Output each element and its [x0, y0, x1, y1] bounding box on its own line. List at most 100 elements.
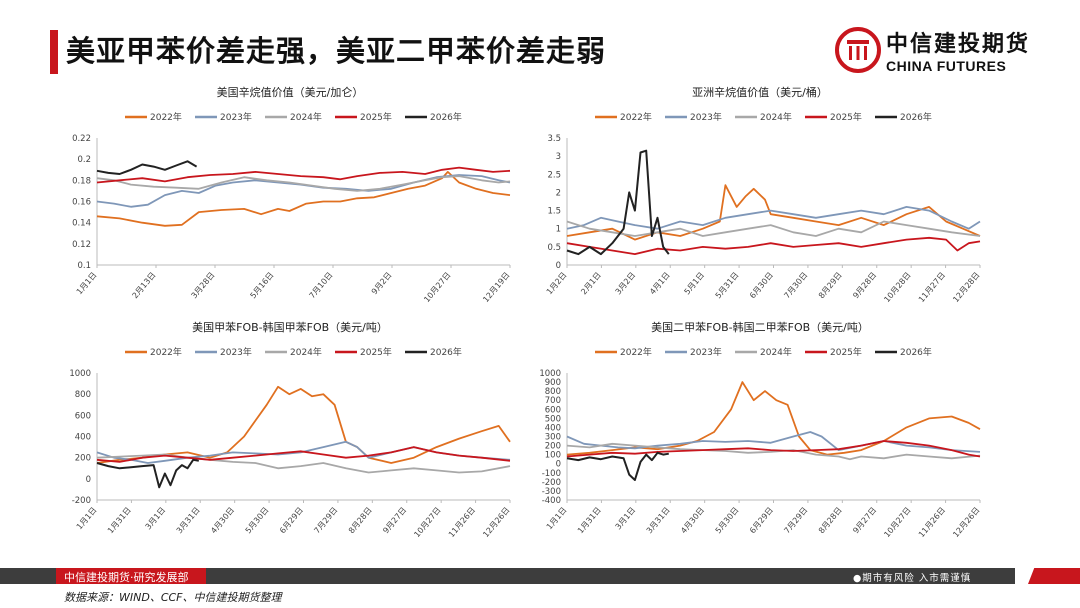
china-futures-logo-icon — [835, 27, 881, 73]
y-tick-label: 0.16 — [72, 198, 91, 208]
x-tick-label: 3月31日 — [645, 506, 672, 536]
y-tick-label: 1000 — [69, 369, 91, 379]
y-tick-label: 400 — [75, 433, 91, 443]
page-title: 美亚甲苯价差走强，美亚二甲苯价差走弱 — [66, 34, 607, 68]
chart-title: 美国二甲苯FOB-韩国二甲苯FOB（美元/吨） — [651, 320, 869, 334]
legend-label: 2023年 — [220, 346, 252, 358]
series-line-2022 — [566, 381, 981, 456]
y-tick-label: 3.5 — [547, 134, 561, 144]
series-line-2022 — [96, 171, 511, 227]
y-tick-label: 1000 — [539, 369, 561, 379]
x-tick-label: 3月31日 — [175, 506, 202, 536]
y-tick-label: 0.1 — [77, 261, 91, 271]
series-line-2025 — [566, 440, 981, 458]
title-accent-bar — [50, 30, 58, 74]
y-tick-label: 3 — [556, 152, 561, 162]
series-line-2025 — [96, 166, 511, 184]
x-tick-label: 1月2日 — [545, 271, 569, 297]
legend-label: 2026年 — [900, 111, 932, 123]
x-tick-label: 5月30日 — [714, 506, 741, 536]
y-tick-label: 0.22 — [72, 134, 91, 144]
x-tick-label: 1月1日 — [75, 506, 99, 532]
x-tick-label: 11月26日 — [917, 506, 947, 540]
x-tick-label: 6月30日 — [748, 271, 775, 301]
x-tick-label: 9月2日 — [370, 271, 394, 297]
y-tick-label: 0 — [556, 261, 561, 271]
y-tick-label: 800 — [75, 390, 91, 400]
x-tick-label: 10月27日 — [422, 271, 452, 305]
legend-label: 2024年 — [290, 346, 322, 358]
y-tick-label: -100 — [542, 469, 561, 479]
y-tick-label: 0.2 — [77, 155, 91, 165]
y-tick-label: 500 — [545, 414, 561, 424]
x-tick-label: 1月31日 — [106, 506, 133, 536]
logo-chinese-text: 中信建投期货 — [886, 32, 1031, 57]
x-tick-label: 6月29日 — [278, 506, 305, 536]
x-tick-label: 4月30日 — [209, 506, 236, 536]
legend-label: 2026年 — [430, 111, 462, 123]
series-line-2025 — [96, 446, 511, 463]
legend-label: 2025年 — [360, 346, 392, 358]
x-tick-label: 12月28日 — [951, 271, 981, 305]
legend-label: 2022年 — [620, 346, 652, 358]
x-tick-label: 7月30日 — [782, 271, 809, 301]
legend-label: 2025年 — [830, 111, 862, 123]
x-tick-label: 8月29日 — [817, 271, 844, 301]
y-tick-label: 1.5 — [547, 207, 561, 217]
legend-label: 2024年 — [760, 346, 792, 358]
chart-us-korea-xylene-spread: 美国二甲苯FOB-韩国二甲苯FOB（美元/吨） 2022年 2023年 2024年 20… — [525, 315, 995, 550]
legend-label: 2024年 — [290, 111, 322, 123]
x-tick-label: 9月27日 — [381, 506, 408, 536]
x-tick-label: 3月1日 — [144, 506, 168, 532]
chart-svg: 美国辛烷值价值（美元/加仑） 2022年 2023年 2024年 2025年 2026年 0… — [72, 85, 511, 305]
x-tick-label: 1月1日 — [545, 506, 569, 532]
y-tick-label: 800 — [545, 387, 561, 397]
x-tick-label: 8月28日 — [817, 506, 844, 536]
x-tick-label: 11月27日 — [917, 271, 947, 305]
x-tick-label: 5月31日 — [714, 271, 741, 301]
y-tick-label: 400 — [545, 423, 561, 433]
legend-label: 2025年 — [360, 111, 392, 123]
y-tick-label: 300 — [545, 433, 561, 443]
x-tick-label: 6月29日 — [748, 506, 775, 536]
legend-label: 2026年 — [430, 346, 462, 358]
x-tick-label: 2月13日 — [131, 271, 158, 301]
chart-title: 美国甲苯FOB-韩国甲苯FOB（美元/吨） — [192, 320, 388, 334]
chart-us-octane-value: 美国辛烷值价值（美元/加仑） 2022年 2023年 2024年 2025年 2026年 0… — [55, 80, 525, 315]
x-tick-label: 2月1日 — [579, 271, 603, 297]
x-tick-label: 7月10日 — [308, 271, 335, 301]
x-tick-label: 11月26日 — [447, 506, 477, 540]
series-line-2024 — [96, 453, 511, 474]
x-tick-label: 3月2日 — [614, 271, 638, 297]
series-line-2026 — [566, 451, 669, 481]
x-tick-label: 9月27日 — [851, 506, 878, 536]
y-tick-label: 0.5 — [547, 243, 561, 253]
series-line-2023 — [566, 431, 981, 453]
data-source: 数据来源：WIND、CCF、中信建投期货整理 — [64, 591, 282, 604]
legend-label: 2026年 — [900, 346, 932, 358]
y-tick-label: 600 — [75, 411, 91, 421]
footer-arrow-shape — [1028, 568, 1080, 584]
y-tick-label: -200 — [72, 496, 91, 506]
x-tick-label: 3月28日 — [190, 271, 217, 301]
x-tick-label: 4月1日 — [648, 271, 672, 297]
y-tick-label: 2 — [556, 188, 561, 198]
x-tick-label: 12月26日 — [481, 506, 511, 540]
x-tick-label: 3月1日 — [614, 506, 638, 532]
x-tick-label: 4月30日 — [679, 506, 706, 536]
series-line-2026 — [96, 458, 199, 489]
x-tick-label: 12月19日 — [481, 271, 511, 305]
chart-svg: 亚洲辛烷值价值（美元/桶） 2022年 2023年 2024年 2025年 2026年 0 0… — [545, 85, 982, 305]
series-line-2024 — [566, 220, 981, 237]
chart-svg: 美国二甲苯FOB-韩国二甲苯FOB（美元/吨） 2022年 2023年 2024年 20… — [539, 320, 981, 540]
legend-label: 2022年 — [150, 111, 182, 123]
footer-accent — [56, 568, 206, 584]
y-tick-label: -300 — [542, 487, 561, 497]
series-line-2026 — [566, 149, 670, 256]
x-tick-label: 12月26日 — [951, 506, 981, 540]
footer-department: 中信建投期货·研究发展部 — [64, 571, 189, 584]
y-tick-label: 0.14 — [72, 219, 91, 229]
chart-svg: 美国甲苯FOB-韩国甲苯FOB（美元/吨） 2022年 2023年 2024年 2025… — [69, 320, 511, 540]
x-tick-label: 1月1日 — [75, 271, 99, 297]
chart-title: 美国辛烷值价值（美元/加仑） — [217, 85, 364, 99]
